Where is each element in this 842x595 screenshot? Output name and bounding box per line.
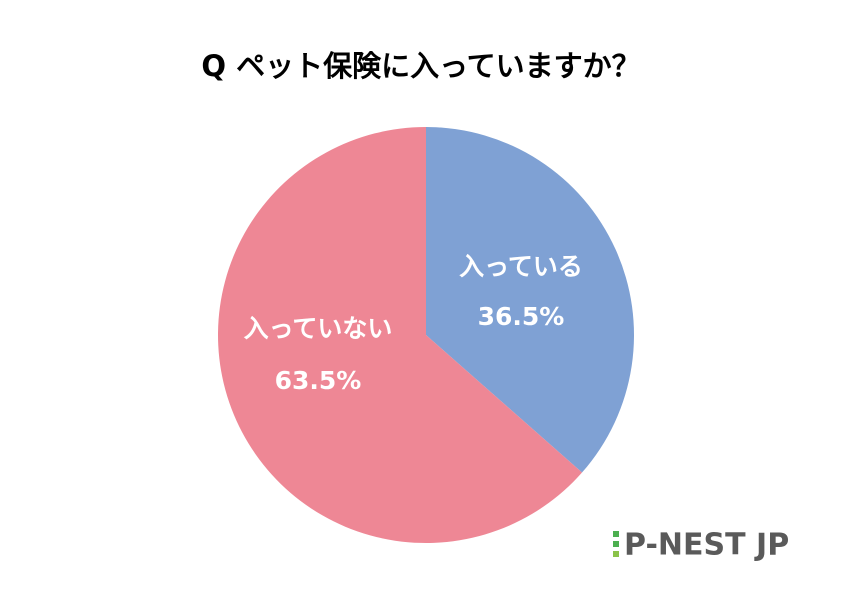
value-label: 63.5% bbox=[275, 366, 362, 395]
logo-dot bbox=[613, 551, 619, 557]
chart-title: Q ペット保険に入っていますか？ bbox=[201, 49, 640, 83]
pie-slice bbox=[426, 127, 634, 473]
logo-dot bbox=[613, 541, 619, 547]
logo-text: P-NEST JP bbox=[624, 528, 789, 563]
slice-label: 入っている bbox=[459, 252, 583, 281]
logo-dot bbox=[613, 531, 619, 537]
value-label: 36.5% bbox=[478, 302, 565, 331]
pie-slice bbox=[218, 127, 583, 543]
slice-label: 入っていない bbox=[244, 314, 393, 343]
logo: P-NEST JP bbox=[613, 528, 789, 563]
